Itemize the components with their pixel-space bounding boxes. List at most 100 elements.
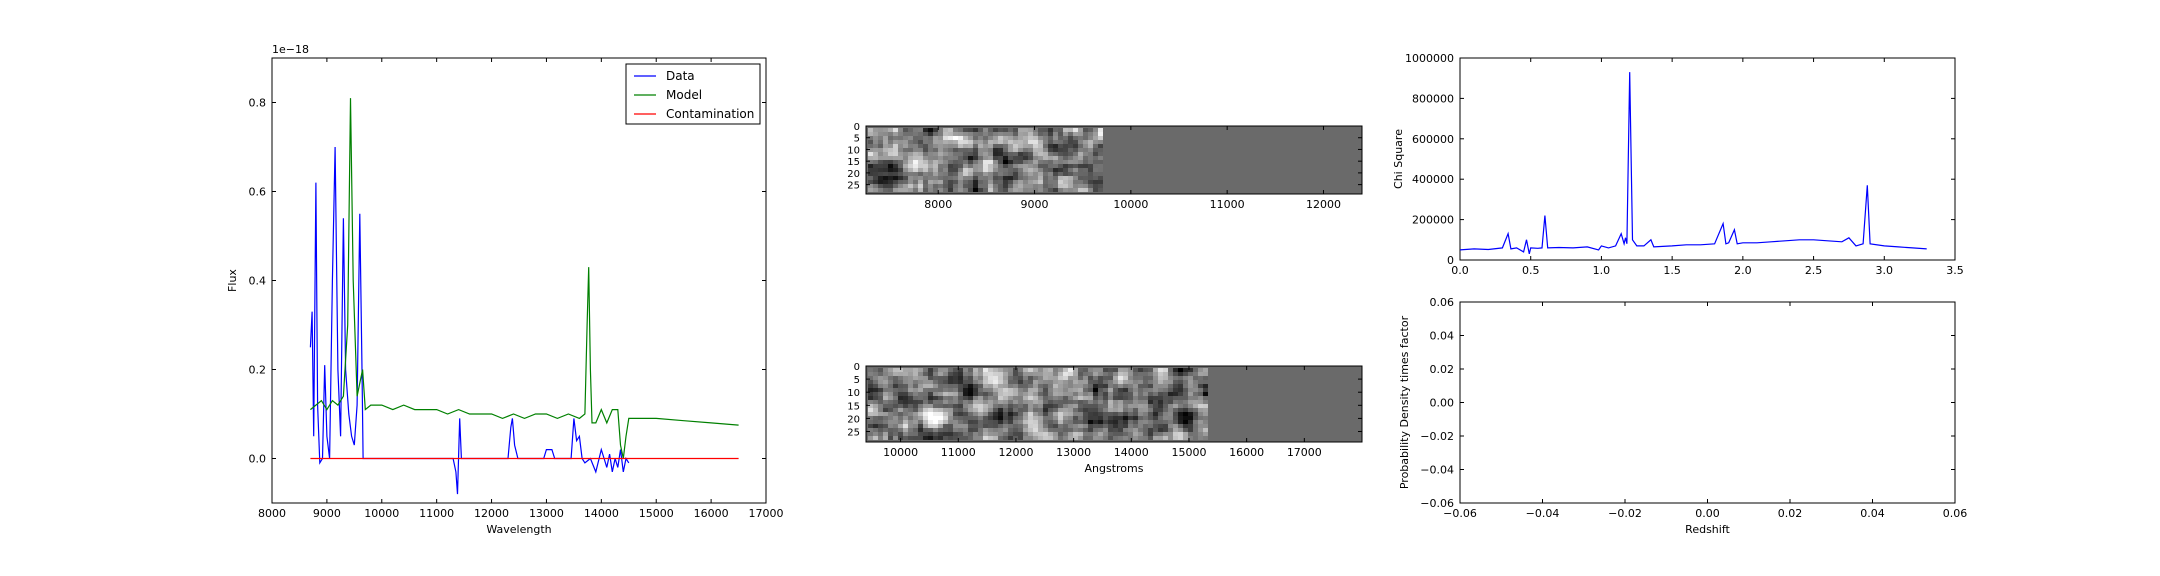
heatmap-cell [1088, 408, 1093, 412]
heatmap-cell [1033, 380, 1038, 384]
heatmap-cell [1148, 392, 1153, 396]
heatmap-cell [908, 428, 913, 432]
heatmap-cell [1088, 156, 1093, 160]
heatmap-cell [873, 400, 878, 404]
heatmap-cell [1013, 184, 1018, 188]
heatmap-cell [898, 416, 903, 420]
heatmap-cell [923, 412, 928, 416]
heatmap-cell [1023, 396, 1028, 400]
heatmap-cell [1138, 380, 1143, 384]
heatmap-cell [1083, 184, 1088, 188]
heatmap-cell [1073, 176, 1078, 180]
heatmap-cell [1033, 144, 1038, 148]
heatmap-cell [1068, 424, 1073, 428]
heatmap-cell [1158, 400, 1163, 404]
heatmap-cell [873, 180, 878, 184]
y-offset-label: 1e−18 [272, 43, 309, 56]
y-tick-label: −0.04 [1420, 464, 1454, 477]
heatmap-cell [1038, 396, 1043, 400]
heatmap-cell [1098, 136, 1103, 140]
heatmap-cell [1063, 420, 1068, 424]
heatmap-cell [868, 400, 873, 404]
x-tick-label: 0.04 [1860, 507, 1885, 520]
heatmap-cell [1153, 408, 1158, 412]
x-tick-label: 8000 [258, 507, 286, 520]
heatmap-cell [1028, 184, 1033, 188]
heatmap-cell [913, 168, 918, 172]
heatmap-cell [1018, 400, 1023, 404]
heatmap-cell [1083, 140, 1088, 144]
heatmap-cell [933, 156, 938, 160]
heatmap-cell [958, 180, 963, 184]
heatmap-cell [1013, 388, 1018, 392]
heatmap-cell [918, 436, 923, 440]
heatmap-cell [1188, 428, 1193, 432]
heatmap-cell [1093, 128, 1098, 132]
heatmap-cell [1103, 404, 1108, 408]
heatmap-cell [1023, 436, 1028, 440]
heatmap-cell [1003, 388, 1008, 392]
heatmap-cell [933, 416, 938, 420]
heatmap-cell [1033, 436, 1038, 440]
heatmap-cell [893, 396, 898, 400]
heatmap-cell [933, 384, 938, 388]
heatmap-cell [998, 188, 1003, 192]
heatmap-cell [928, 136, 933, 140]
heatmap-cell [1013, 396, 1018, 400]
heatmap-cell [1203, 420, 1208, 424]
heatmap-cell [1148, 436, 1153, 440]
heatmap-cell [893, 424, 898, 428]
heatmap-cell [1038, 156, 1043, 160]
heatmap-cell [983, 152, 988, 156]
heatmap-cell [1103, 396, 1108, 400]
heatmap-cell [1038, 148, 1043, 152]
heatmap-cell [1003, 428, 1008, 432]
heatmap-cell [1068, 408, 1073, 412]
y-tick-label: −0.06 [1420, 497, 1454, 510]
heatmap-cell [943, 400, 948, 404]
heatmap-cell [1048, 432, 1053, 436]
heatmap-cell [903, 148, 908, 152]
y-tick-label: 5 [854, 134, 860, 145]
legend-label-data: Data [666, 69, 695, 83]
heatmap-cell [968, 128, 973, 132]
heatmap-cell [1148, 396, 1153, 400]
heatmap-cell [918, 176, 923, 180]
heatmap-cell [908, 160, 913, 164]
heatmap-cell [908, 384, 913, 388]
heatmap-cell [1058, 160, 1063, 164]
heatmap-cell [908, 416, 913, 420]
heatmap-cell [953, 372, 958, 376]
heatmap-cell [943, 424, 948, 428]
heatmap-cell [1053, 432, 1058, 436]
heatmap-cell [883, 392, 888, 396]
heatmap-cell [1193, 416, 1198, 420]
heatmap-cell [1193, 384, 1198, 388]
heatmap-cell [1008, 184, 1013, 188]
heatmap-cell [938, 436, 943, 440]
heatmap-cell [1018, 424, 1023, 428]
heatmap-cell [1033, 424, 1038, 428]
heatmap-cell [983, 176, 988, 180]
heatmap-cell [923, 400, 928, 404]
heatmap-cell [988, 184, 993, 188]
heatmap-cell [893, 160, 898, 164]
heatmap-cell [1168, 396, 1173, 400]
heatmap-cell [873, 132, 878, 136]
heatmap-cell [1058, 368, 1063, 372]
heatmap-cell [918, 368, 923, 372]
heatmap-cell [973, 392, 978, 396]
heatmap-cell [1103, 428, 1108, 432]
heatmap-cell [993, 152, 998, 156]
heatmap-cell [1083, 408, 1088, 412]
heatmap-cell [1043, 368, 1048, 372]
heatmap-cell [1203, 416, 1208, 420]
heatmap-cell [873, 136, 878, 140]
heatmap-cell [1173, 400, 1178, 404]
heatmap-cell [1023, 400, 1028, 404]
y-tick-label: 25 [847, 428, 860, 439]
heatmap-cell [938, 420, 943, 424]
heatmap-cell [1143, 416, 1148, 420]
x-tick-label: 15000 [1171, 446, 1206, 459]
heatmap-cell [893, 172, 898, 176]
